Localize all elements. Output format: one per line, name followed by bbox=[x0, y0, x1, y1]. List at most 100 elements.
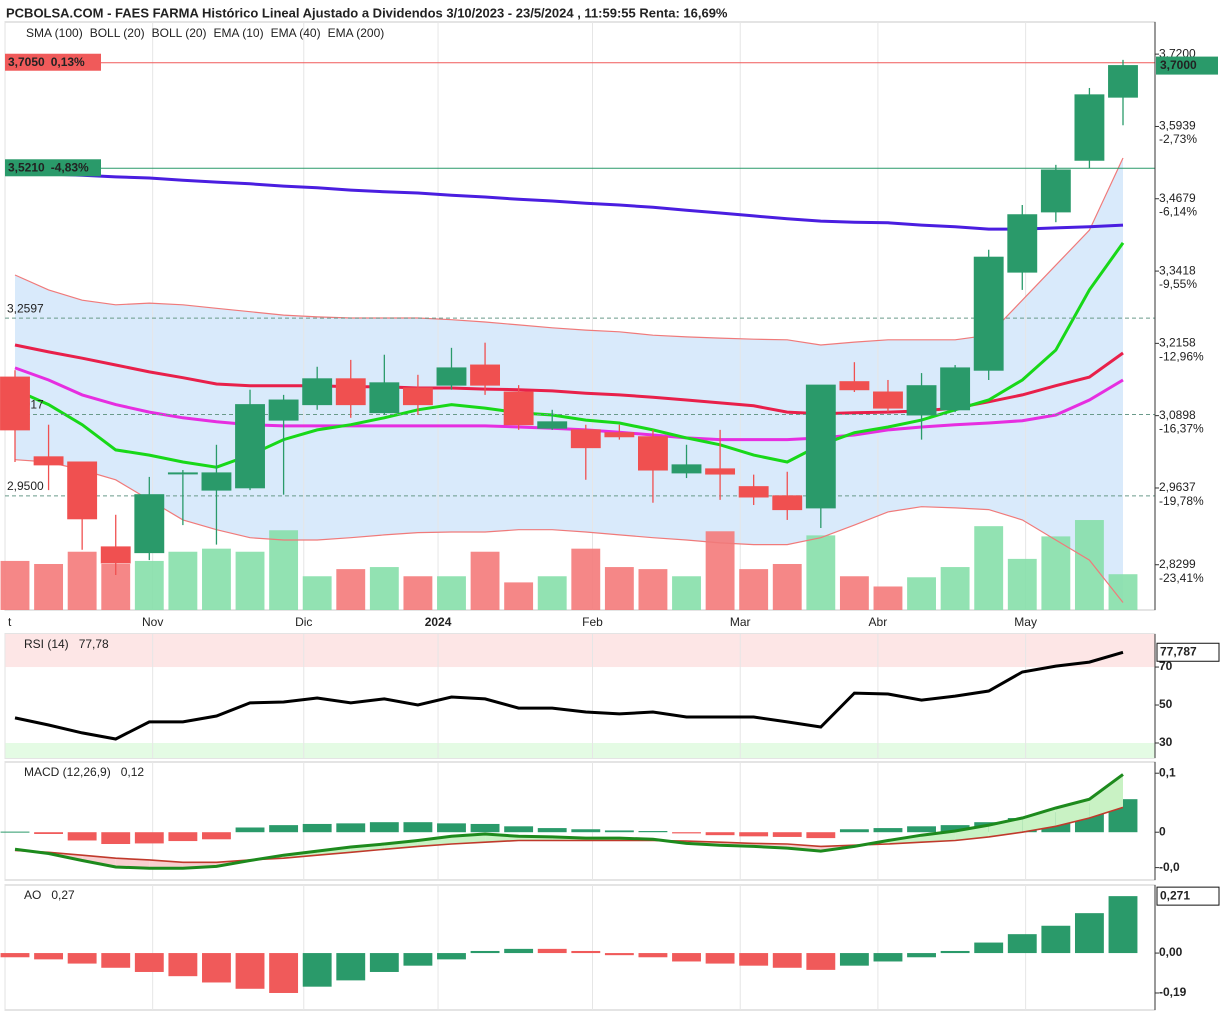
band-fill bbox=[15, 158, 1123, 603]
ao-bar bbox=[202, 953, 231, 983]
chart-title: PCBOLSA.COM - FAES FARMA Histórico Linea… bbox=[6, 5, 728, 20]
macd-histogram-bar bbox=[537, 828, 567, 833]
y-tick-label: 0 bbox=[1159, 824, 1166, 838]
ao-bar bbox=[0, 953, 30, 958]
candle-body bbox=[671, 464, 702, 474]
volume-bar bbox=[638, 569, 668, 610]
legend-entry: EMA (10) bbox=[214, 26, 264, 40]
ao-bar bbox=[772, 953, 802, 968]
x-tick-label: Feb bbox=[582, 615, 603, 629]
candle-body bbox=[638, 436, 668, 471]
candle-body bbox=[134, 494, 165, 554]
y2-tick-label: -16,37% bbox=[1159, 422, 1204, 436]
y-tick-label: 3,3418 bbox=[1159, 263, 1196, 277]
volume-bar bbox=[0, 560, 30, 610]
ao-bar bbox=[537, 948, 567, 954]
candle-body bbox=[235, 404, 265, 489]
ao-bar bbox=[269, 953, 299, 993]
x-tick-label: Abr bbox=[869, 615, 888, 629]
macd-histogram-bar bbox=[403, 822, 433, 833]
x-tick-label: Mar bbox=[730, 615, 751, 629]
macd-histogram-bar bbox=[504, 826, 534, 833]
level-label: 3,2597 bbox=[7, 301, 44, 315]
y-tick-label: 0,00 bbox=[1159, 945, 1183, 959]
ao-bar bbox=[839, 953, 869, 966]
candle-body bbox=[873, 391, 903, 409]
volume-bar bbox=[504, 582, 534, 610]
macd-histogram-bar bbox=[672, 832, 701, 834]
ao-bar bbox=[235, 953, 265, 989]
candle-body bbox=[906, 385, 937, 416]
legend-entry: SMA (100) bbox=[26, 26, 83, 40]
ao-bar bbox=[907, 953, 936, 958]
candle-body bbox=[537, 421, 568, 429]
macd-histogram-bar bbox=[839, 829, 869, 833]
y2-tick-label: -19,78% bbox=[1159, 494, 1204, 508]
macd-fill bbox=[1089, 774, 1123, 818]
x-tick-label: Dic bbox=[295, 615, 312, 629]
value-box bbox=[1156, 642, 1220, 662]
candle-body bbox=[1108, 65, 1138, 98]
ao-bar bbox=[504, 948, 534, 954]
candle-body bbox=[503, 391, 534, 426]
macd-fill bbox=[115, 858, 150, 869]
volume-bar bbox=[336, 569, 366, 610]
macd-histogram-bar bbox=[302, 823, 332, 833]
macd-histogram-bar bbox=[0, 831, 30, 833]
candle-body bbox=[1074, 94, 1105, 161]
macd-histogram-bar bbox=[34, 832, 64, 834]
panel-header-value: 0,27 bbox=[51, 888, 75, 902]
y2-tick-label: -2,73% bbox=[1159, 132, 1197, 146]
level-label: 3,7050 bbox=[8, 55, 45, 69]
panel-header-value: 0,12 bbox=[121, 765, 145, 779]
volume-bar bbox=[806, 535, 836, 610]
volume-bar bbox=[1007, 558, 1037, 610]
indicator-line bbox=[14, 343, 1124, 416]
candle-body bbox=[604, 432, 635, 438]
rsi-line bbox=[14, 650, 1124, 741]
macd-line bbox=[14, 773, 1124, 870]
macd-fill bbox=[1022, 808, 1056, 833]
volume-bar bbox=[604, 567, 634, 610]
macd-histogram-bar bbox=[470, 823, 500, 833]
legend-entry: EMA (200) bbox=[328, 26, 385, 40]
x-tick-label: t bbox=[8, 615, 12, 629]
volume-bar bbox=[67, 551, 97, 610]
macd-histogram-bar bbox=[235, 827, 265, 833]
level-change: 0,13% bbox=[51, 55, 85, 69]
macd-histogram-bar bbox=[739, 832, 769, 837]
y-tick-label: -0,0 bbox=[1159, 860, 1180, 874]
volume-bar bbox=[437, 576, 466, 610]
candle-body bbox=[805, 384, 836, 509]
candle-body bbox=[772, 495, 803, 511]
last-price-label: 3,7000 bbox=[1160, 58, 1197, 72]
candle-body bbox=[302, 378, 333, 406]
ao-bar bbox=[168, 953, 198, 977]
macd-histogram-bar bbox=[67, 832, 97, 841]
y2-tick-label: -9,55% bbox=[1159, 277, 1197, 291]
band-line bbox=[14, 157, 1124, 346]
volume-bar bbox=[940, 567, 970, 610]
candle-body bbox=[0, 376, 30, 431]
ao-bar bbox=[470, 950, 500, 954]
ao-bar bbox=[638, 953, 668, 958]
y-tick-label: 2,9637 bbox=[1159, 480, 1196, 494]
ao-bar bbox=[403, 953, 433, 966]
macd-histogram-bar bbox=[336, 823, 366, 833]
candle-body bbox=[470, 364, 500, 386]
volume-bar bbox=[168, 551, 198, 610]
candle-body bbox=[1040, 169, 1071, 213]
candle-body bbox=[33, 456, 64, 466]
macd-histogram-bar bbox=[940, 825, 970, 833]
level-label: 2,9500 bbox=[7, 479, 44, 493]
volume-bar bbox=[974, 526, 1004, 610]
ao-bar bbox=[739, 953, 769, 966]
volume-bar bbox=[705, 531, 735, 610]
panel-header-value: 77,78 bbox=[79, 637, 109, 651]
ao-bar bbox=[1108, 896, 1138, 954]
volume-bar bbox=[839, 576, 869, 610]
x-tick-label: Nov bbox=[142, 615, 163, 629]
volume-bar bbox=[907, 577, 936, 610]
macd-histogram-bar bbox=[806, 832, 836, 839]
